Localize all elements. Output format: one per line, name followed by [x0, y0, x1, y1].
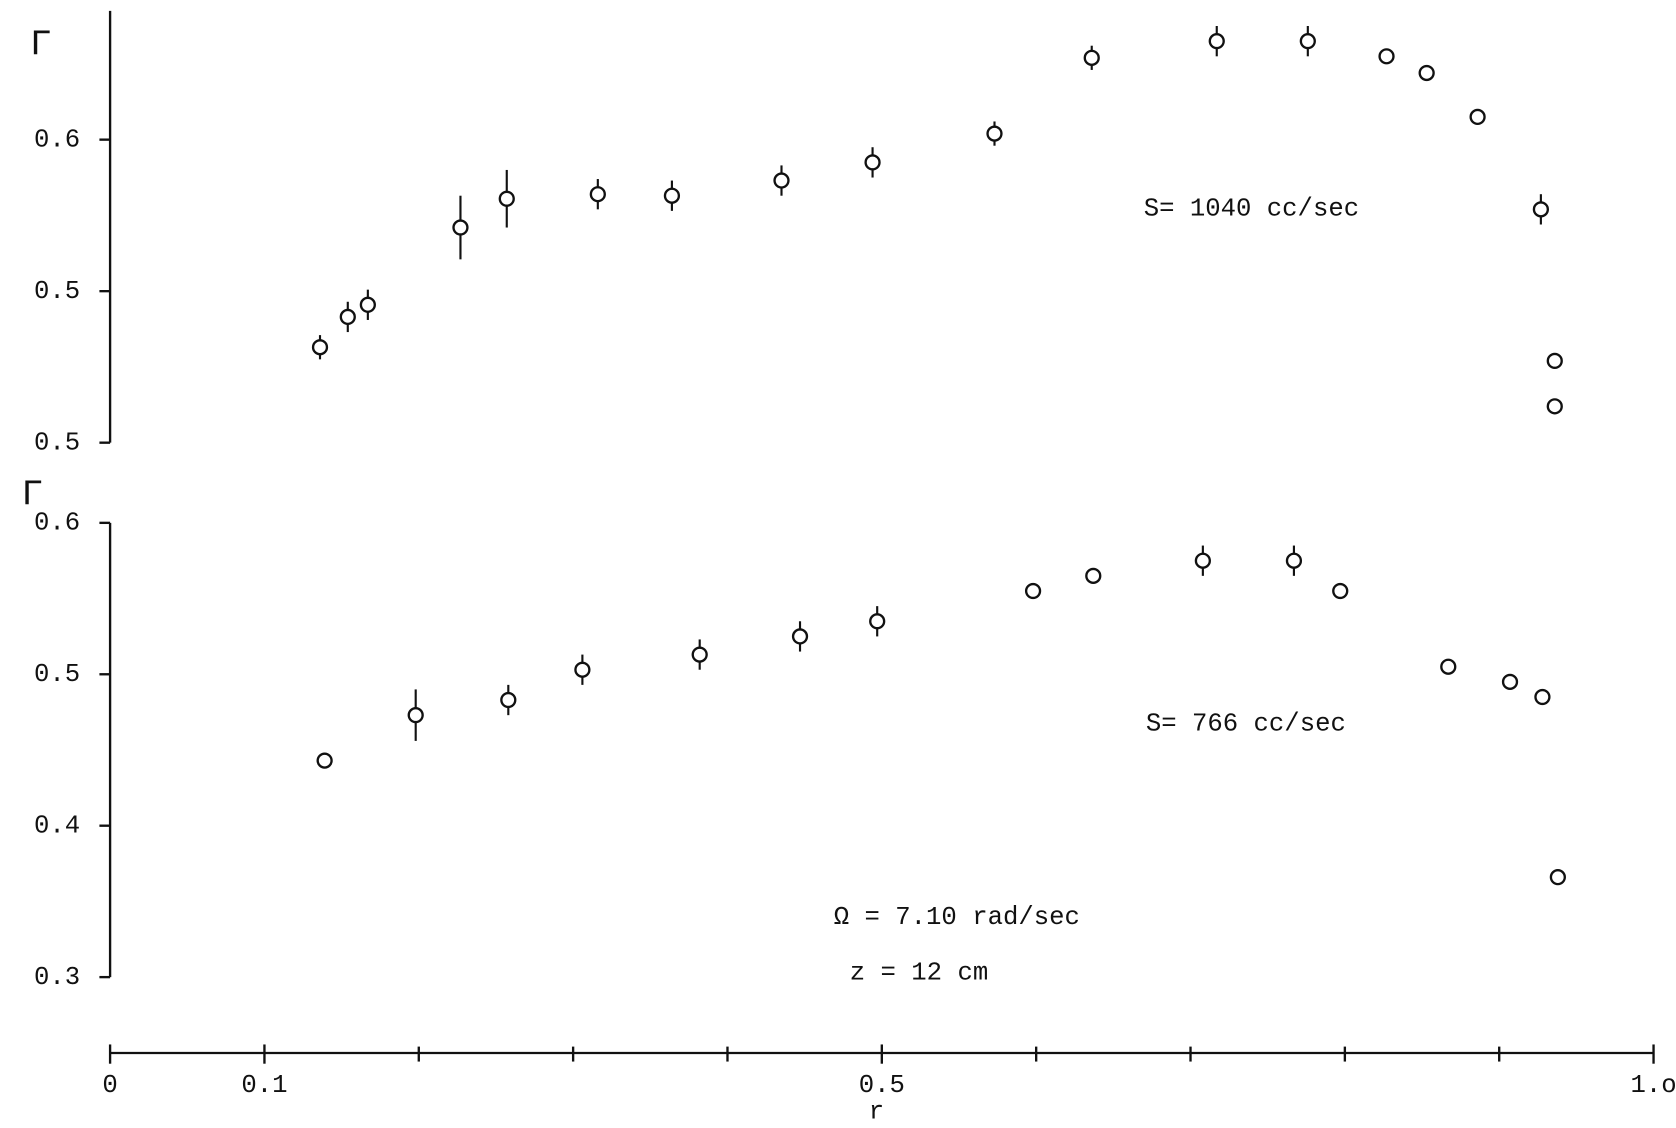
y-tick-label: 0.5 — [34, 277, 80, 306]
x-tick-label: 0.1 — [241, 1071, 287, 1100]
data-point — [663, 187, 681, 204]
data-point — [316, 752, 333, 769]
data-point — [1332, 582, 1349, 600]
y-tick-label: 0.4 — [34, 811, 80, 840]
y-tick-label: 0.5 — [34, 660, 80, 689]
data-point — [1418, 64, 1435, 82]
data-point — [1194, 552, 1211, 569]
data-point — [869, 613, 886, 630]
data-point — [1532, 201, 1550, 218]
data-point — [589, 186, 606, 203]
data-point — [1549, 869, 1566, 886]
data-point — [1501, 673, 1519, 690]
data-point — [1024, 582, 1042, 600]
data-point — [407, 707, 424, 724]
data-point — [1440, 658, 1457, 675]
y-tick-label: 0.6 — [34, 125, 80, 154]
y-tick-label: 0.5 — [34, 428, 80, 457]
data-point — [1546, 352, 1563, 369]
y-axis-label: Γ — [21, 475, 43, 516]
data-point — [1083, 49, 1100, 66]
data-point — [1085, 567, 1102, 584]
data-point — [452, 219, 469, 236]
data-point — [500, 691, 517, 709]
data-point — [1299, 33, 1316, 50]
x-tick-label: 0.5 — [859, 1071, 905, 1100]
data-point — [986, 125, 1003, 142]
data-point — [311, 339, 329, 356]
data-point — [1285, 552, 1303, 569]
y-tick-label: 0.6 — [34, 509, 80, 538]
x-axis-label: r — [869, 1098, 884, 1127]
data-point — [773, 172, 790, 189]
data-point — [1469, 108, 1486, 126]
y-axis-label: Γ — [30, 25, 52, 66]
data-point — [1534, 688, 1551, 706]
data-point — [1546, 398, 1563, 415]
data-point — [339, 308, 356, 326]
data-point — [574, 661, 591, 678]
data-point — [691, 646, 708, 663]
x-tick-label: 0 — [102, 1071, 117, 1100]
data-point — [791, 628, 809, 645]
data-point — [359, 296, 376, 313]
annotation: S= 1040 cc/sec — [1144, 194, 1359, 223]
annotation: z = 12 cm — [850, 959, 988, 988]
y-tick-label: 0.3 — [34, 963, 80, 992]
data-point — [864, 154, 881, 171]
annotation: S= 766 cc/sec — [1146, 710, 1346, 739]
x-tick-label: 1.o — [1630, 1071, 1676, 1100]
data-point — [498, 190, 515, 207]
data-point — [1208, 33, 1225, 50]
annotation: Ω = 7.10 rad/sec — [834, 903, 1080, 932]
data-point — [1378, 48, 1395, 65]
